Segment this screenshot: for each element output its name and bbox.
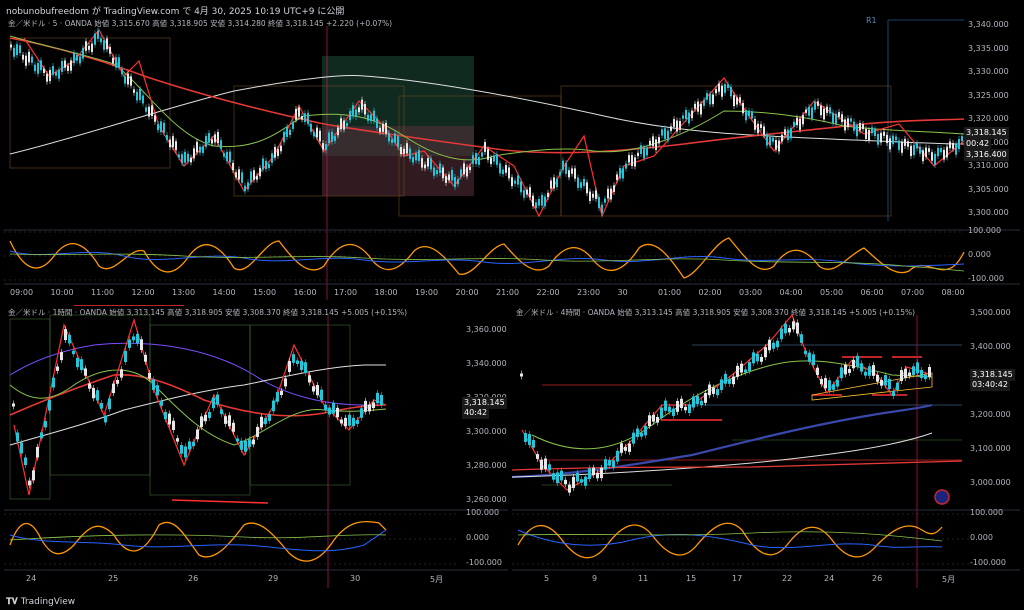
time-tick: 16:00 [293,288,317,297]
price-tick: 3,340.000 [968,20,1009,29]
time-tick: 04:00 [779,288,803,297]
date-tick: 24 [824,574,835,583]
tradingview-brand[interactable]: 𝐓𝐕 TradingView [6,597,75,607]
time-tick: 02:00 [698,288,722,297]
osc-tick: 0.000 [970,533,993,542]
osc-tick: -100.000 [466,558,502,567]
time-tick: 18:00 [374,288,398,297]
date-tick: 22 [782,574,793,583]
countdown-5min: 00:42 [964,138,992,150]
osc-tick: 100.000 [970,508,1004,517]
date-tick: 29 [268,574,279,583]
date-tick: 9 [592,574,598,583]
price-tick: 3,100.000 [970,444,1011,453]
price-plot-5min[interactable] [4,16,1020,300]
osc-tick: -100.000 [968,274,1004,283]
price-tick: 3,310.000 [968,161,1009,170]
price-tick: 3,400.000 [970,342,1011,351]
time-tick: 21:00 [496,288,520,297]
osc-tick: -100.000 [970,558,1006,567]
tradingview-logo-icon: 𝐓𝐕 [6,597,18,607]
time-tick: 30 [617,288,628,297]
price-tick: 3,300.000 [466,427,507,436]
price-tick: 3,280.000 [466,461,507,470]
price-tick: 3,305.000 [968,184,1009,194]
price-tick: 3,300.000 [968,208,1009,217]
time-tick: 13:00 [172,288,196,297]
date-tick: 5月 [942,575,956,584]
osc-tick: 100.000 [968,226,1002,235]
countdown-1h: 40:42 [462,407,490,419]
chart-title-4h: 金／米ドル · 4時間 · OANDA 始値 3,313.145 高値 3,31… [516,308,916,317]
chart-4h[interactable]: 金／米ドル · 4時間 · OANDA 始値 3,313.145 高値 3,31… [512,305,1020,588]
date-tick: 25 [108,574,119,583]
date-tick: 5月 [430,575,444,584]
last-price-tag-4h: 3,318.145 [970,369,1015,381]
price-tick: 3,340.000 [466,359,507,368]
time-tick: 09:00 [10,288,34,297]
date-tick: 11 [638,574,649,583]
last-price-tag-1h: 3,318.145 [462,397,507,409]
time-tick: 06:00 [860,288,884,297]
time-tick: 10:00 [50,288,74,297]
price-tick: 3,360.000 [466,325,507,334]
last-price-tag-5min: 3,318.145 [964,127,1009,139]
pivot-label-r1: R1 [866,16,877,25]
time-tick: 03:00 [739,288,763,297]
date-tick: 24 [26,574,37,583]
chart-title-1h: 金／米ドル · 1時間 · OANDA 始値 3,313.145 高値 3,31… [8,308,408,317]
price-plot-1h[interactable] [4,305,508,588]
chart-5min[interactable]: 金／米ドル · 5 · OANDA 始値 3,315.670 高値 3,318.… [4,16,1020,300]
time-tick: 17:00 [334,288,358,297]
time-tick: 05:00 [820,288,844,297]
time-tick: 08:00 [941,288,965,297]
time-tick: 23:00 [577,288,601,297]
price-tick: 3,200.000 [970,410,1011,419]
time-tick: 14:00 [212,288,236,297]
date-tick: 26 [872,574,883,583]
time-tick: 22:00 [536,288,560,297]
date-tick: 26 [188,574,199,583]
osc-tick: 0.000 [968,250,991,259]
time-tick: 11:00 [91,288,115,297]
date-tick: 5 [544,574,550,583]
date-tick: 17 [732,574,743,583]
date-tick: 15 [686,574,697,583]
osc-tick: 100.000 [466,508,500,517]
chart-title-5min: 金／米ドル · 5 · OANDA 始値 3,315.670 高値 3,318.… [8,19,393,28]
chart-1h[interactable]: 金／米ドル · 1時間 · OANDA 始値 3,313.145 高値 3,31… [4,305,508,588]
time-tick: 20:00 [455,288,479,297]
price-tick: 3,320.000 [968,114,1009,123]
ma-price-tag-5min: 3,316.400 [964,149,1009,161]
publish-header: nobunobufreedom が TradingView.com で 4月 3… [6,7,345,17]
price-tick: 3,260.000 [466,495,507,504]
date-tick: 30 [350,574,361,583]
osc-tick: 0.000 [466,533,489,542]
time-tick: 15:00 [253,288,277,297]
time-tick: 12:00 [131,288,155,297]
time-tick: 19:00 [415,288,439,297]
time-tick: 01:00 [658,288,682,297]
countdown-4h: 03:40:42 [970,379,1010,391]
price-tick: 3,335.000 [968,43,1009,53]
price-plot-4h[interactable] [512,305,1020,588]
time-tick: 07:00 [901,288,925,297]
price-tick: 3,500.000 [970,308,1011,317]
price-tick: 3,000.000 [970,478,1011,487]
price-tick: 3,330.000 [968,67,1009,76]
price-tick: 3,325.000 [968,90,1009,100]
footer-brand-label: TradingView [20,597,76,607]
